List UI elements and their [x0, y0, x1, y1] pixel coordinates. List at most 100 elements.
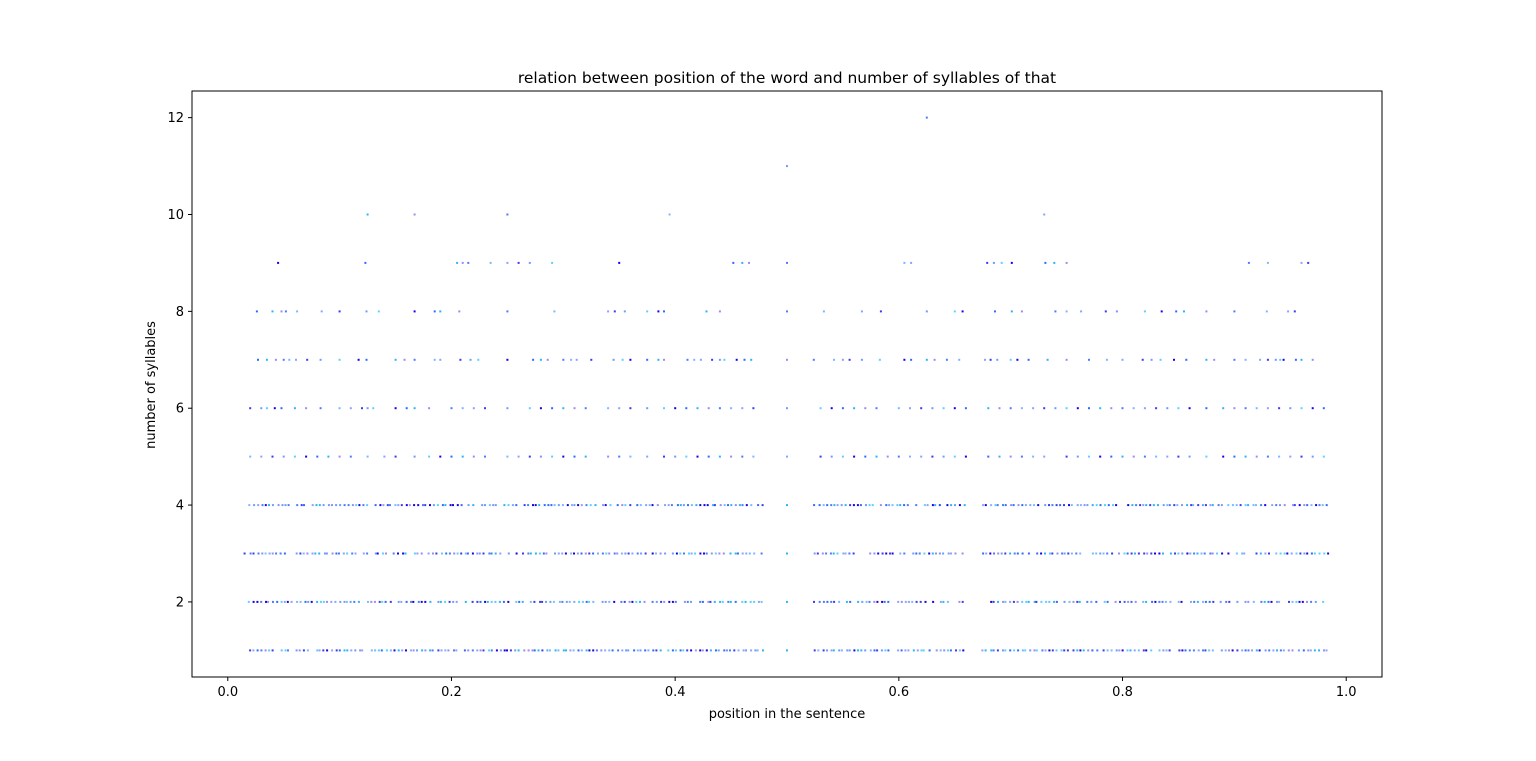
data-point [484, 455, 486, 458]
data-point [762, 649, 764, 652]
data-point [741, 504, 744, 507]
data-point [471, 552, 474, 555]
data-point [711, 358, 714, 361]
data-point [276, 600, 279, 603]
data-point [392, 552, 395, 555]
data-point [1173, 358, 1175, 361]
data-point [1318, 649, 1320, 652]
data-point [994, 504, 997, 507]
x-axis: 0.0 0.2 0.4 0.6 0.8 1.0 [217, 677, 1357, 700]
data-point [1190, 504, 1193, 507]
data-point [629, 455, 632, 458]
data-point [819, 455, 822, 458]
data-point [1297, 649, 1300, 652]
data-point [557, 552, 560, 555]
data-point [852, 552, 855, 555]
data-point [1032, 407, 1035, 410]
data-point [651, 504, 654, 507]
data-point [307, 600, 310, 603]
data-point [280, 649, 283, 652]
data-point [533, 600, 536, 603]
data-point [488, 504, 491, 507]
data-point [1013, 649, 1016, 652]
data-point [394, 407, 397, 410]
data-point [981, 649, 984, 652]
data-point [288, 358, 291, 361]
data-point [584, 552, 587, 555]
data-point [558, 600, 561, 603]
data-point [629, 407, 632, 410]
data-point [1065, 407, 1068, 410]
data-point [306, 358, 309, 361]
data-point [958, 600, 961, 603]
x-tick-label: 0.4 [665, 685, 686, 700]
data-point [413, 407, 416, 410]
data-point [730, 407, 733, 410]
data-point [920, 455, 923, 458]
data-point [1086, 504, 1089, 507]
data-point [938, 552, 941, 555]
data-point [1044, 649, 1047, 652]
data-point [688, 552, 690, 555]
data-point [1012, 600, 1015, 603]
data-point [1133, 649, 1136, 652]
data-point [377, 649, 380, 652]
data-point [506, 455, 509, 458]
data-point [1235, 504, 1238, 507]
data-point [1152, 504, 1155, 507]
data-point [1310, 600, 1313, 603]
data-point [1118, 552, 1120, 555]
data-point [1274, 358, 1277, 361]
data-point [517, 455, 520, 458]
data-point [623, 310, 626, 313]
data-point [437, 600, 440, 603]
data-point [545, 600, 547, 603]
data-point [550, 504, 553, 507]
data-point [490, 600, 493, 603]
data-point [362, 504, 365, 507]
data-point [953, 310, 956, 313]
data-point [1110, 407, 1113, 410]
data-point [886, 455, 889, 458]
data-point [1204, 504, 1207, 507]
data-point [674, 649, 677, 652]
data-point [1255, 649, 1258, 652]
data-point [742, 649, 745, 652]
data-point [1270, 600, 1273, 603]
data-point [616, 504, 619, 507]
data-point [385, 649, 388, 652]
data-point [989, 552, 992, 555]
data-point [1070, 504, 1073, 507]
x-tick-label: 0.2 [441, 685, 462, 700]
data-point [709, 649, 712, 652]
data-point [311, 552, 314, 555]
data-point [903, 552, 906, 555]
data-point [1282, 358, 1285, 361]
data-point [881, 600, 884, 603]
data-point [962, 649, 965, 652]
data-point [745, 552, 748, 555]
data-point [694, 649, 697, 652]
data-point [836, 504, 839, 507]
data-point [604, 600, 607, 603]
data-point [549, 600, 552, 603]
data-point [394, 455, 397, 458]
data-point [813, 600, 815, 603]
data-point [601, 600, 604, 603]
data-point [514, 649, 517, 652]
data-point [472, 504, 475, 507]
data-point [306, 649, 309, 652]
data-point [359, 649, 362, 652]
data-point [1079, 504, 1082, 507]
data-point [1302, 649, 1305, 652]
data-point [588, 552, 591, 555]
data-point [576, 552, 579, 555]
data-point [541, 600, 544, 603]
data-point [699, 649, 702, 652]
data-point [1091, 504, 1094, 507]
data-point [636, 552, 639, 555]
data-point [1291, 600, 1294, 603]
data-point [343, 649, 346, 652]
data-point [422, 504, 424, 507]
data-point [1306, 552, 1309, 555]
